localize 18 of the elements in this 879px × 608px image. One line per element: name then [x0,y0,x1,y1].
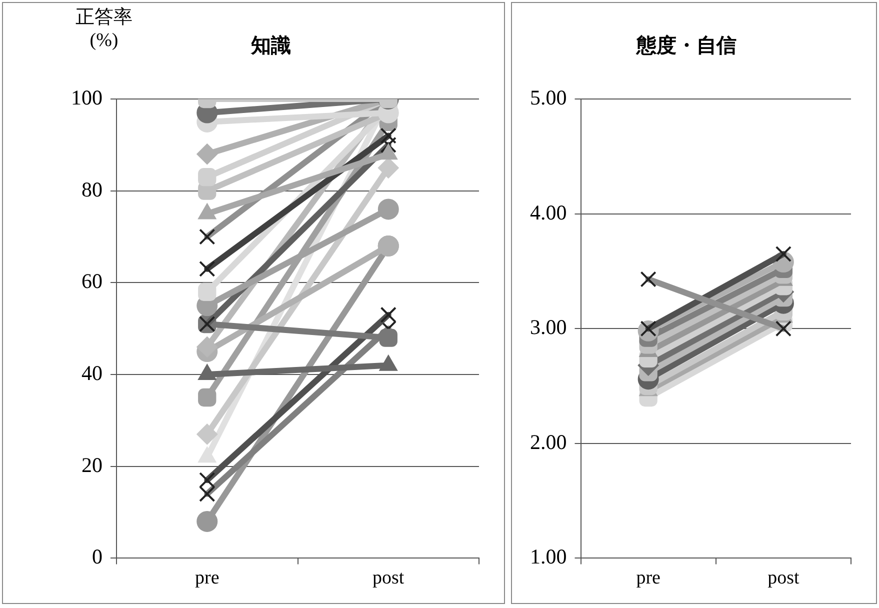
y-axis-title: 正答率 (%) [74,7,134,53]
chart-title: 態度・自信 [636,33,736,58]
y-tick-label: 5.00 [530,86,567,110]
chart-title: 知識 [250,33,291,58]
x-tick-label: pre [636,568,660,589]
y-tick-label: 100 [71,86,102,110]
y-tick-label: 3.00 [530,315,567,340]
y-tick-label: 60 [82,269,102,294]
x-tick-label: pre [194,568,220,589]
x-tick-label: post [768,568,800,589]
y-tick-label: 2.00 [530,430,567,454]
x-tick-label: post [372,568,405,589]
y-tick-label: 20 [82,452,102,477]
y-tick-label: 0 [92,544,102,569]
y-tick-label: 40 [82,361,102,386]
y-tick-label: 1.00 [530,544,567,569]
y-tick-label: 4.00 [530,200,567,224]
y-tick-label: 80 [82,177,102,202]
